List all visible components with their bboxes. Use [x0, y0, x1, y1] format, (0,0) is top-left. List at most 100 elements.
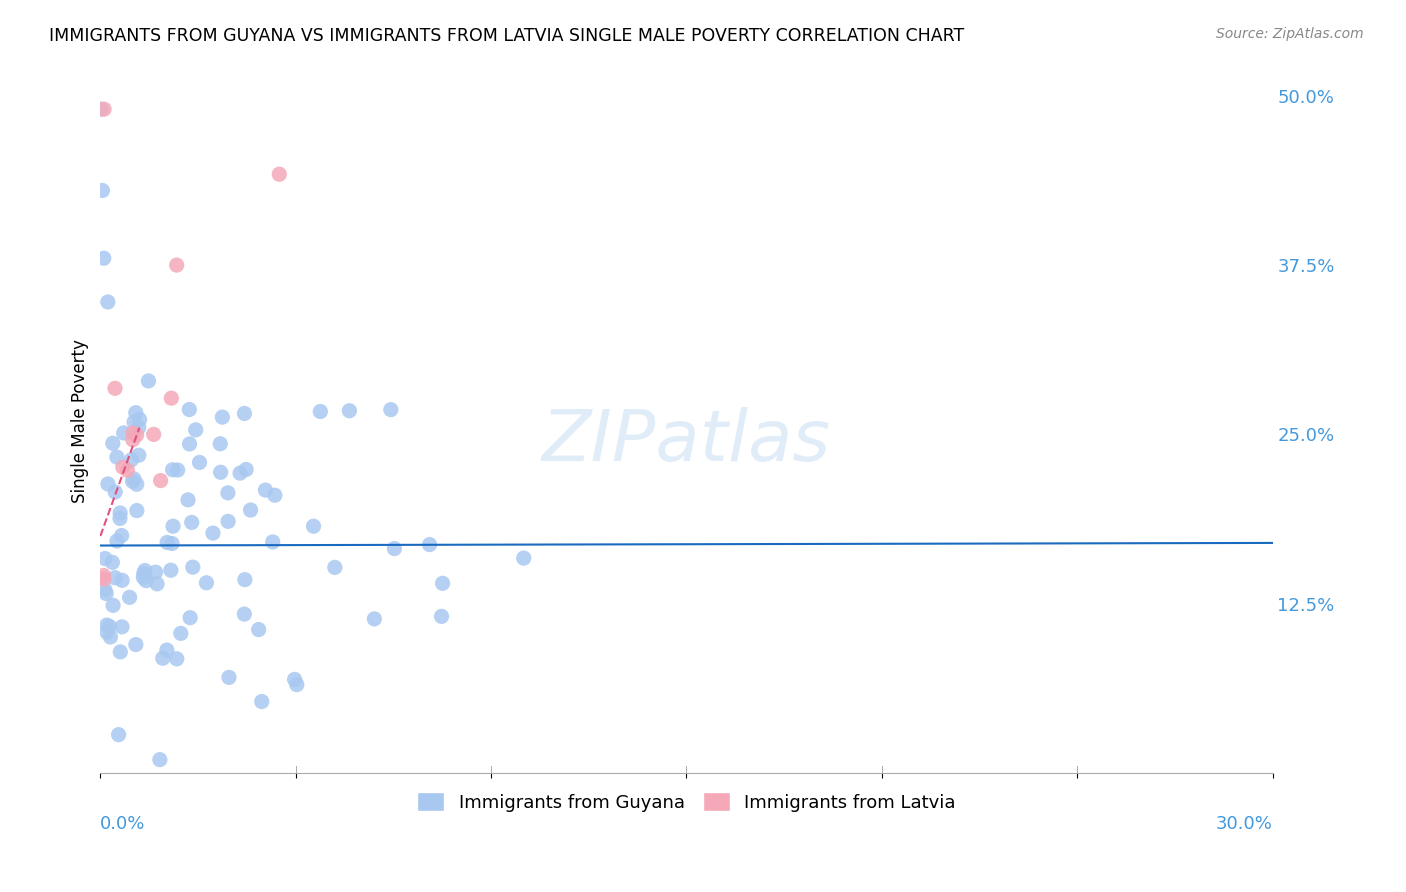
Point — [111, 528, 134, 542]
Point — [211, 410, 233, 425]
Point — [302, 519, 325, 533]
Point — [229, 466, 252, 480]
Point — [269, 167, 291, 181]
Point — [184, 423, 207, 437]
Point — [128, 448, 150, 462]
Point — [166, 652, 188, 666]
Point — [105, 534, 128, 549]
Point — [217, 486, 239, 500]
Point — [110, 645, 132, 659]
Point — [125, 638, 148, 652]
Point — [121, 475, 143, 489]
Point — [181, 560, 204, 574]
Point — [101, 555, 124, 569]
Point — [156, 643, 179, 657]
Text: IMMIGRANTS FROM GUYANA VS IMMIGRANTS FROM LATVIA SINGLE MALE POVERTY CORRELATION: IMMIGRANTS FROM GUYANA VS IMMIGRANTS FRO… — [49, 27, 965, 45]
Point — [162, 463, 184, 477]
Point — [380, 402, 402, 417]
Point — [430, 609, 453, 624]
Point — [125, 503, 148, 517]
Point — [96, 625, 118, 640]
Point — [419, 538, 441, 552]
Point — [135, 574, 157, 588]
Point — [209, 465, 232, 479]
Point — [111, 574, 134, 588]
Point — [180, 516, 202, 530]
Point — [120, 453, 142, 467]
Point — [101, 599, 124, 613]
Point — [512, 551, 534, 566]
Point — [285, 678, 308, 692]
Point — [263, 488, 285, 502]
Point — [250, 695, 273, 709]
Point — [188, 455, 211, 469]
Point — [195, 575, 218, 590]
Point — [98, 619, 121, 633]
Point — [100, 630, 122, 644]
Point — [179, 402, 201, 417]
Point — [122, 425, 145, 440]
Point — [104, 485, 127, 500]
Point — [432, 576, 454, 591]
Point — [309, 404, 332, 418]
Point — [108, 506, 131, 520]
Point — [323, 560, 346, 574]
Point — [247, 623, 270, 637]
Point — [239, 503, 262, 517]
Point — [179, 437, 201, 451]
Point — [160, 563, 183, 577]
Point — [97, 295, 120, 310]
Point — [233, 607, 256, 621]
Point — [111, 620, 134, 634]
Point — [177, 492, 200, 507]
Point — [96, 586, 118, 600]
Point — [91, 184, 114, 198]
Point — [128, 412, 150, 426]
Point — [121, 433, 143, 447]
Point — [166, 463, 188, 477]
Point — [156, 535, 179, 549]
Point — [142, 427, 165, 442]
Point — [209, 437, 232, 451]
Point — [104, 381, 127, 395]
Point — [128, 420, 150, 434]
Point — [201, 526, 224, 541]
Point — [93, 252, 115, 266]
Point — [162, 519, 184, 533]
Text: Source: ZipAtlas.com: Source: ZipAtlas.com — [1216, 27, 1364, 41]
Point — [134, 564, 156, 578]
Point — [179, 610, 201, 624]
Point — [254, 483, 277, 497]
Point — [337, 403, 360, 417]
Point — [125, 428, 148, 442]
Point — [149, 474, 172, 488]
Point — [382, 541, 405, 556]
Point — [125, 406, 148, 420]
Point — [93, 568, 115, 582]
Point — [233, 406, 256, 420]
Point — [112, 425, 135, 440]
Point — [363, 612, 385, 626]
Point — [132, 570, 155, 584]
Point — [90, 102, 112, 116]
Point — [122, 415, 145, 429]
Y-axis label: Single Male Poverty: Single Male Poverty — [72, 339, 89, 503]
Point — [105, 450, 128, 464]
Point — [166, 258, 188, 272]
Point — [117, 463, 139, 477]
Legend: Immigrants from Guyana, Immigrants from Latvia: Immigrants from Guyana, Immigrants from … — [408, 783, 965, 821]
Point — [233, 573, 256, 587]
Point — [146, 577, 169, 591]
Text: ZIPatlas: ZIPatlas — [541, 408, 831, 476]
Point — [97, 477, 120, 491]
Point — [152, 651, 174, 665]
Point — [284, 673, 307, 687]
Point — [108, 511, 131, 525]
Point — [217, 514, 239, 528]
Point — [107, 728, 129, 742]
Point — [160, 536, 183, 550]
Point — [93, 102, 115, 116]
Point — [170, 626, 193, 640]
Point — [96, 618, 118, 632]
Text: 30.0%: 30.0% — [1216, 815, 1272, 833]
